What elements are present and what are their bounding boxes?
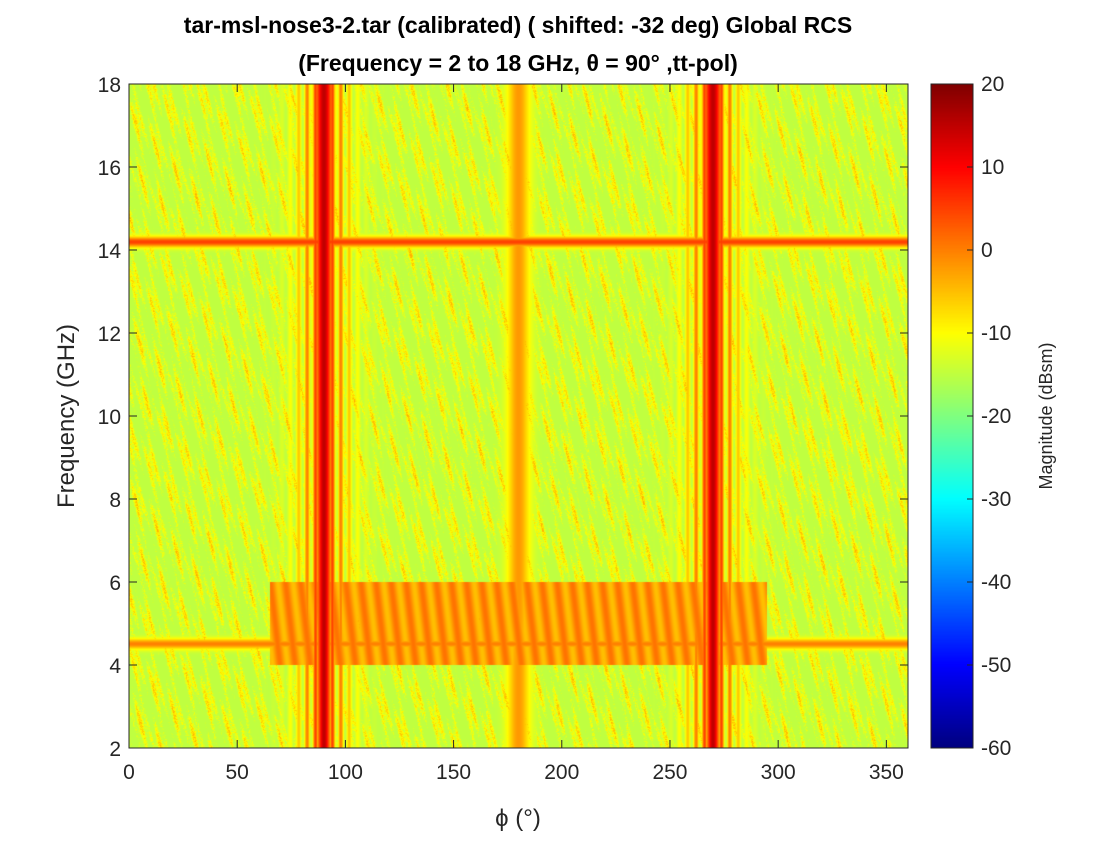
colorbar-tick-label: 20 (981, 73, 1004, 96)
y-tick-label: 10 (98, 406, 121, 429)
y-tick-label: 18 (98, 74, 121, 97)
x-tick-label: 350 (869, 761, 904, 784)
y-tick-label: 12 (98, 323, 121, 346)
x-tick-label: 150 (436, 761, 471, 784)
colorbar-label: Magnitude (dBsm) (1036, 342, 1056, 489)
colorbar-canvas (931, 84, 973, 748)
colorbar-tick-label: -10 (981, 322, 1011, 345)
y-tick-label: 16 (98, 157, 121, 180)
y-tick-label: 6 (109, 572, 121, 595)
colorbar-tick-label: -50 (981, 654, 1011, 677)
y-tick-label: 4 (109, 655, 121, 678)
x-tick-label: 100 (328, 761, 363, 784)
colorbar-tick-label: 0 (981, 239, 993, 262)
x-tick-label: 200 (544, 761, 579, 784)
y-tick-label: 14 (98, 240, 122, 263)
colorbar-area (931, 84, 973, 748)
y-tick-label: 8 (109, 489, 121, 512)
colorbar-tick-label: -40 (981, 571, 1011, 594)
colorbar-tick-label: -60 (981, 737, 1011, 760)
x-tick-label: 0 (123, 761, 135, 784)
x-axis-label: ϕ (°) (495, 805, 541, 832)
heatmap-area (129, 84, 908, 748)
x-tick-label: 50 (226, 761, 249, 784)
y-tick-label: 2 (109, 738, 121, 761)
y-axis-label: Frequency (GHz) (53, 324, 80, 508)
chart-title-line-1: tar-msl-nose3-2.tar (calibrated) ( shift… (184, 12, 852, 38)
colorbar-tick-label: -30 (981, 488, 1011, 511)
heatmap-canvas (129, 84, 908, 748)
x-tick-label: 300 (761, 761, 796, 784)
colorbar-tick-label: -20 (981, 405, 1011, 428)
chart-title-line-2: (Frequency = 2 to 18 GHz, θ = 90° ,tt-po… (298, 50, 738, 76)
colorbar-ticks: 20 10 0 -10 -20 -30 -40 -50 -60 (967, 73, 1011, 760)
colorbar-tick-label: 10 (981, 156, 1004, 179)
x-tick-label: 250 (652, 761, 687, 784)
